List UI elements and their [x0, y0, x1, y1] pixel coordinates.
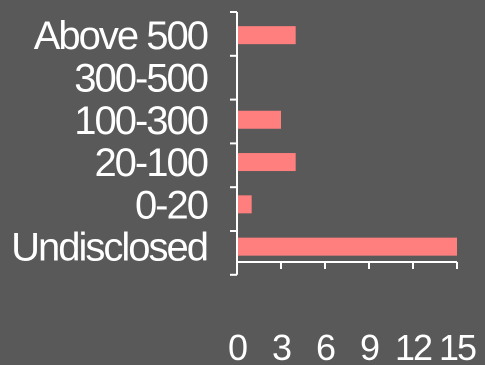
category-label: 300-500	[74, 56, 208, 100]
category-label: 20-100	[94, 141, 207, 185]
x-tick-label: 6	[316, 327, 335, 365]
category-label: Undisclosed	[11, 226, 207, 270]
x-tick-label: 9	[360, 327, 379, 365]
x-tick-labels: 0 3 6 9 12 15	[228, 327, 478, 365]
axis-ticks	[230, 11, 458, 276]
category-labels: Above 500300-500100-30020-1000-20Undiscl…	[11, 14, 210, 270]
x-tick-label: 15	[439, 327, 476, 365]
category-label: 100-300	[74, 99, 208, 143]
bars	[238, 26, 457, 256]
category-label: Above 500	[34, 14, 208, 58]
x-tick-label: 0	[228, 327, 247, 365]
bar	[238, 195, 252, 214]
x-tick-label: 3	[272, 327, 291, 365]
x-tick-label: 12	[395, 327, 432, 365]
bar	[238, 26, 296, 45]
category-label: 0-20	[135, 183, 208, 227]
bar	[238, 153, 296, 172]
bar	[238, 237, 457, 256]
bar	[238, 110, 281, 129]
